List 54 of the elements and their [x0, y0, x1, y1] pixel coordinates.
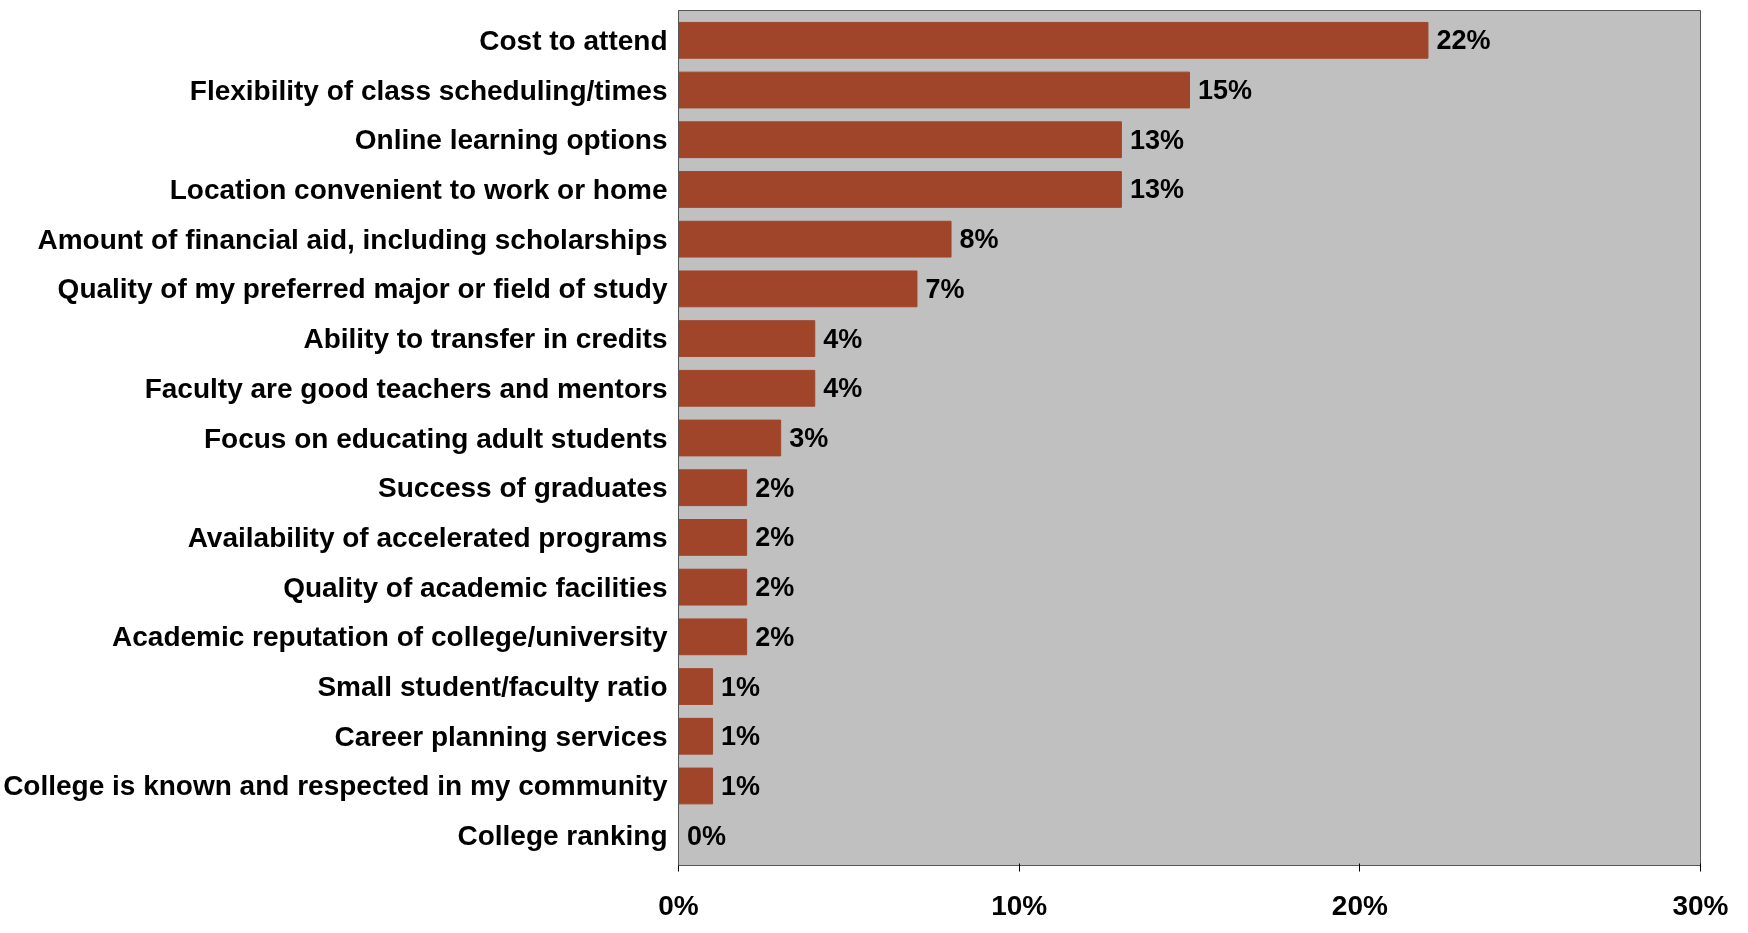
bar: [678, 121, 1122, 159]
data-label: 2%: [755, 572, 795, 603]
y-tick-label: Cost to attend: [479, 24, 668, 56]
bar: [678, 717, 714, 755]
data-label: 1%: [721, 671, 761, 702]
data-label: 3%: [789, 423, 829, 453]
bar: [678, 668, 714, 705]
y-tick-label: College ranking: [457, 820, 668, 852]
y-tick-label: College is known and respected in my community: [3, 770, 668, 802]
x-tick-label: 10%: [991, 889, 1048, 921]
y-tick-label: Amount of financial aid, including scholarships: [37, 223, 668, 255]
data-label: 4%: [823, 373, 863, 404]
y-tick-label: Focus on educating adult students: [203, 422, 668, 454]
bar: [678, 469, 748, 507]
y-tick-label: Career planning services: [334, 720, 668, 752]
data-label: 2%: [755, 621, 795, 652]
data-label: 13%: [1129, 174, 1184, 205]
data-label: 8%: [959, 224, 999, 255]
data-label: 7%: [925, 273, 965, 304]
bar: [678, 71, 1190, 109]
bar: [678, 369, 816, 407]
bar: [678, 568, 748, 606]
data-label: 1%: [721, 721, 761, 752]
bar: [678, 419, 782, 457]
y-tick-label: Quality of academic facilities: [283, 571, 668, 603]
bar: [678, 171, 1122, 208]
y-tick-label: Location convenient to work or home: [169, 173, 668, 205]
data-label: 0%: [687, 820, 727, 851]
x-tick-label: 30%: [1672, 889, 1729, 921]
y-tick-label: Academic reputation of college/university: [112, 621, 668, 653]
bar: [678, 767, 714, 805]
bar: [678, 21, 1429, 59]
bar: [678, 320, 816, 357]
y-tick-label: Ability to transfer in credits: [303, 323, 668, 355]
y-tick-label: Availability of accelerated programs: [187, 521, 668, 553]
x-tick-label: 0%: [658, 889, 699, 921]
x-tick-label: 20%: [1331, 889, 1388, 921]
data-label: 4%: [823, 323, 863, 354]
bar: [678, 519, 748, 556]
y-tick-label: Faculty are good teachers and mentors: [144, 372, 668, 404]
y-tick-label: Success of graduates: [378, 472, 668, 504]
y-tick-label: Flexibility of class scheduling/times: [189, 74, 668, 106]
bar: [678, 618, 748, 656]
bar: [678, 220, 952, 258]
data-label: 15%: [1198, 75, 1253, 106]
data-label: 13%: [1129, 124, 1184, 155]
data-label: 1%: [721, 770, 761, 801]
y-tick-label: Online learning options: [354, 124, 668, 156]
data-label: 2%: [755, 522, 795, 553]
y-tick-label: Small student/faculty ratio: [317, 671, 668, 703]
data-label: 22%: [1436, 25, 1491, 56]
bar: [678, 270, 918, 308]
data-label: 2%: [755, 472, 795, 503]
y-tick-label: Quality of my preferred major or field of study: [57, 273, 668, 305]
